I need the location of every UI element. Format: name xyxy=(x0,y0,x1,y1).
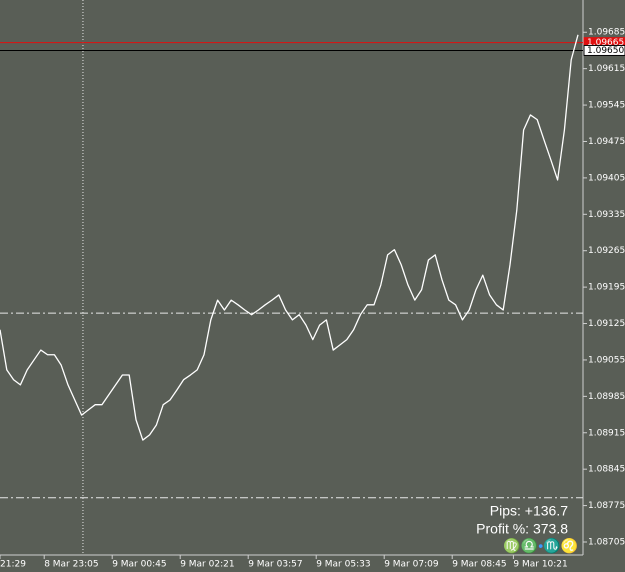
x-tick-label: 9 Mar 00:45 xyxy=(112,560,166,570)
profit-text: Profit %: 373.8 xyxy=(476,521,568,537)
y-tick-label: 1.09335 xyxy=(588,210,625,220)
y-tick-label: 1.08845 xyxy=(588,465,625,475)
y-tick-label: 1.09615 xyxy=(588,64,625,74)
y-tick-label: 1.08775 xyxy=(588,501,625,511)
x-tick-label: 9 Mar 05:33 xyxy=(316,560,370,570)
y-tick-label: 1.08915 xyxy=(588,428,625,438)
price-label-box xyxy=(583,44,625,56)
x-tick-label: 8 Mar 23:05 xyxy=(44,560,98,570)
price-label: 1.09650 xyxy=(587,46,624,56)
y-tick-label: 1.09125 xyxy=(588,319,625,329)
x-tick-label: 9 Mar 08:45 xyxy=(452,560,506,570)
y-tick-label: 1.09055 xyxy=(588,355,625,365)
x-tick-label: 21:29 xyxy=(0,560,26,570)
y-tick-label: 1.09545 xyxy=(588,101,625,111)
y-tick-label: 1.09195 xyxy=(588,283,625,293)
y-tick-label: 1.09685 xyxy=(588,28,625,38)
x-tick-label: 9 Mar 03:57 xyxy=(248,560,302,570)
price-label: 1.09665 xyxy=(587,38,624,48)
x-tick-label: 9 Mar 02:21 xyxy=(180,560,234,570)
price-line-series xyxy=(0,34,579,441)
y-tick-label: 1.09405 xyxy=(588,173,625,183)
symbols-text: ♍♎•♏♌ xyxy=(503,538,578,555)
x-tick-label: 9 Mar 07:09 xyxy=(384,560,439,570)
y-tick-label: 1.08985 xyxy=(588,392,625,402)
y-tick-label: 1.09475 xyxy=(588,137,625,147)
x-tick-label: 9 Mar 10:21 xyxy=(513,560,567,570)
pips-text: Pips: +136.7 xyxy=(490,503,568,519)
y-tick-label: 1.08705 xyxy=(588,537,625,547)
y-tick-label: 1.09265 xyxy=(588,246,625,256)
